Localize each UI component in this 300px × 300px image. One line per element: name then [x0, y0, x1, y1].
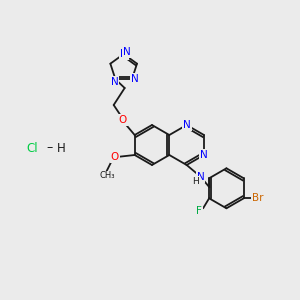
Text: N: N: [120, 49, 128, 59]
Text: O: O: [118, 115, 127, 125]
Text: N: N: [200, 150, 208, 160]
Text: N: N: [131, 74, 139, 84]
Text: O: O: [111, 152, 119, 162]
Text: F: F: [196, 206, 202, 216]
Text: CH₃: CH₃: [100, 172, 116, 181]
Text: N: N: [111, 77, 118, 87]
Text: Br: Br: [252, 193, 263, 203]
Text: –: –: [47, 142, 53, 154]
Text: N: N: [123, 47, 130, 57]
Text: H: H: [57, 142, 65, 154]
Text: Cl: Cl: [26, 142, 38, 154]
Text: N: N: [196, 172, 204, 182]
Text: N: N: [183, 120, 190, 130]
Text: H: H: [192, 177, 199, 186]
